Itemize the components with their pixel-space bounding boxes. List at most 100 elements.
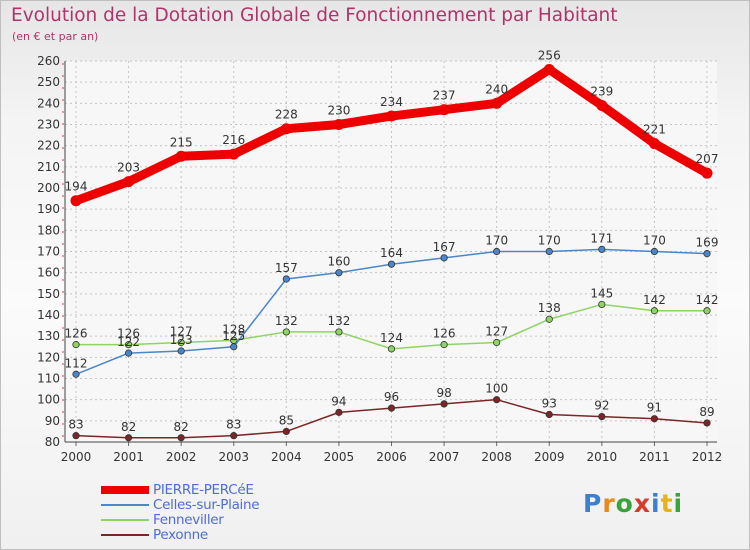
data-point bbox=[703, 419, 711, 427]
data-label: 122 bbox=[117, 335, 140, 349]
data-label: 230 bbox=[327, 104, 350, 118]
logo-letter: x bbox=[633, 489, 651, 518]
x-tick-label: 2005 bbox=[324, 450, 355, 464]
data-label: 82 bbox=[174, 420, 189, 434]
data-point bbox=[598, 412, 606, 421]
data-point bbox=[648, 138, 660, 150]
data-point bbox=[230, 432, 238, 440]
data-point bbox=[124, 434, 133, 442]
data-point bbox=[282, 275, 290, 283]
x-tick-label: 2002 bbox=[166, 450, 197, 464]
data-point bbox=[123, 176, 135, 188]
data-point bbox=[124, 341, 133, 349]
data-label: 127 bbox=[485, 325, 508, 339]
y-tick-label: 200 bbox=[37, 181, 60, 195]
data-point bbox=[335, 269, 343, 277]
data-label: 126 bbox=[433, 327, 456, 341]
legend-item: Celles-sur-Plaine bbox=[101, 497, 331, 513]
logo-letter: i bbox=[673, 489, 684, 518]
data-point bbox=[386, 110, 397, 122]
x-tick-label: 2011 bbox=[639, 450, 670, 464]
x-tick-label: 2003 bbox=[218, 450, 249, 464]
data-label: 234 bbox=[380, 95, 403, 109]
data-label: 126 bbox=[65, 327, 88, 341]
data-point bbox=[230, 343, 238, 351]
x-tick-label: 2008 bbox=[481, 450, 512, 464]
data-point bbox=[703, 250, 711, 258]
data-point bbox=[282, 328, 290, 336]
data-label: 89 bbox=[699, 405, 714, 419]
y-tick-label: 170 bbox=[37, 245, 60, 259]
data-label: 240 bbox=[485, 82, 508, 96]
logo-letter: o bbox=[615, 489, 634, 518]
data-label: 112 bbox=[65, 356, 88, 370]
data-label: 92 bbox=[594, 399, 609, 413]
data-point bbox=[543, 63, 555, 75]
y-tick-label: 250 bbox=[37, 75, 60, 89]
data-label: 91 bbox=[647, 401, 662, 415]
data-point bbox=[387, 260, 396, 268]
y-tick-label: 190 bbox=[37, 202, 60, 216]
line-chart: 8090100110120130140150160170180190200210… bbox=[37, 48, 723, 464]
data-label: 221 bbox=[643, 123, 666, 137]
data-point bbox=[701, 167, 713, 179]
data-point bbox=[598, 245, 606, 253]
data-label: 170 bbox=[643, 234, 666, 248]
data-point bbox=[177, 338, 185, 347]
data-point bbox=[124, 349, 133, 357]
data-label: 170 bbox=[538, 234, 561, 248]
data-point bbox=[387, 345, 396, 353]
data-point bbox=[650, 247, 659, 256]
y-tick-label: 180 bbox=[37, 223, 60, 237]
x-tick-label: 2012 bbox=[692, 450, 723, 464]
data-label: 164 bbox=[380, 246, 403, 260]
legend-label: Celles-sur-Plaine bbox=[153, 497, 260, 513]
data-point bbox=[72, 341, 80, 349]
data-label: 127 bbox=[170, 325, 193, 339]
y-tick-label: 210 bbox=[37, 160, 60, 174]
y-tick-label: 160 bbox=[37, 266, 60, 280]
y-tick-label: 80 bbox=[45, 435, 60, 449]
y-tick-label: 90 bbox=[45, 414, 60, 428]
data-label: 157 bbox=[275, 261, 298, 275]
data-point bbox=[72, 432, 80, 440]
data-label: 142 bbox=[643, 293, 666, 307]
data-point bbox=[596, 99, 608, 111]
data-point bbox=[491, 97, 503, 109]
proxiti-logo: Proxiti bbox=[583, 489, 683, 518]
data-point bbox=[440, 400, 448, 408]
data-point bbox=[175, 150, 187, 162]
data-label: 171 bbox=[590, 231, 613, 245]
x-tick-label: 2004 bbox=[271, 450, 302, 464]
data-point bbox=[387, 404, 396, 412]
data-label: 82 bbox=[121, 420, 136, 434]
data-point bbox=[282, 427, 290, 436]
legend-label: PIERRE-PERCéE bbox=[153, 482, 254, 498]
x-tick-label: 2010 bbox=[587, 450, 618, 464]
data-point bbox=[335, 408, 343, 416]
legend: PIERRE-PERCéE Celles-sur-Plaine Fenneville… bbox=[101, 482, 331, 543]
data-point bbox=[703, 307, 711, 315]
y-tick-label: 260 bbox=[37, 54, 60, 68]
data-point bbox=[545, 315, 553, 323]
data-label: 128 bbox=[222, 322, 245, 336]
data-label: 170 bbox=[485, 234, 508, 248]
y-tick-label: 100 bbox=[37, 393, 60, 407]
data-point bbox=[545, 410, 553, 419]
data-label: 216 bbox=[222, 133, 245, 147]
y-tick-label: 120 bbox=[37, 350, 60, 364]
y-tick-label: 240 bbox=[37, 96, 60, 110]
data-label: 207 bbox=[696, 152, 719, 166]
logo-letter: P bbox=[583, 489, 603, 518]
data-label: 142 bbox=[696, 293, 719, 307]
data-label: 126 bbox=[117, 327, 140, 341]
legend-label: Pexonne bbox=[153, 527, 208, 543]
data-label: 167 bbox=[433, 240, 456, 254]
data-point bbox=[493, 247, 501, 256]
x-tick-label: 2001 bbox=[113, 450, 144, 464]
data-label: 132 bbox=[327, 314, 350, 328]
data-label: 100 bbox=[485, 382, 508, 396]
data-label: 123 bbox=[170, 333, 193, 347]
y-tick-label: 110 bbox=[37, 372, 60, 386]
data-label: 124 bbox=[380, 331, 403, 345]
